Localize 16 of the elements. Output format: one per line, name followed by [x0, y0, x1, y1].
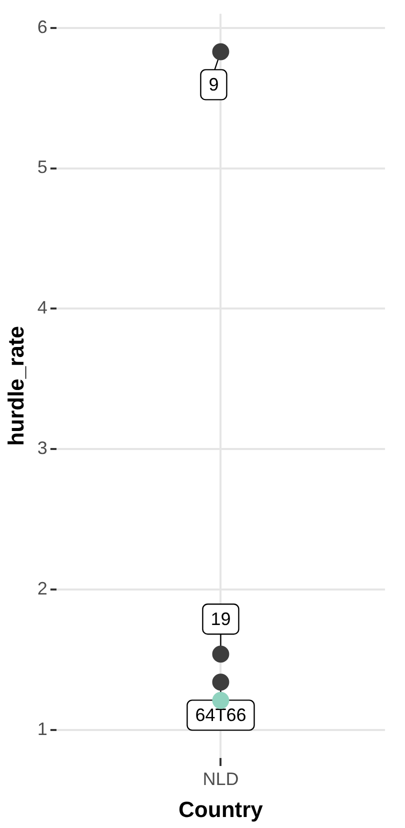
y-tick-label: 3: [37, 438, 48, 458]
y-tick-label: 2: [37, 578, 48, 598]
annotation: 64T66: [195, 705, 246, 726]
y-tick-label: 4: [37, 298, 48, 318]
point: [212, 692, 230, 709]
y-axis-title: hurdle_rate: [3, 326, 28, 446]
y-tick-label: 5: [37, 157, 48, 178]
x-tick-label: NLD: [202, 768, 239, 789]
point: [212, 674, 230, 691]
point: [212, 646, 230, 663]
x-axis-title: Country: [178, 796, 264, 822]
y-tick-label: 1: [37, 718, 48, 739]
point: [212, 43, 230, 60]
y-tick-label: 6: [37, 16, 48, 37]
annotation: 9: [208, 74, 219, 95]
annotation: 19: [210, 609, 231, 630]
